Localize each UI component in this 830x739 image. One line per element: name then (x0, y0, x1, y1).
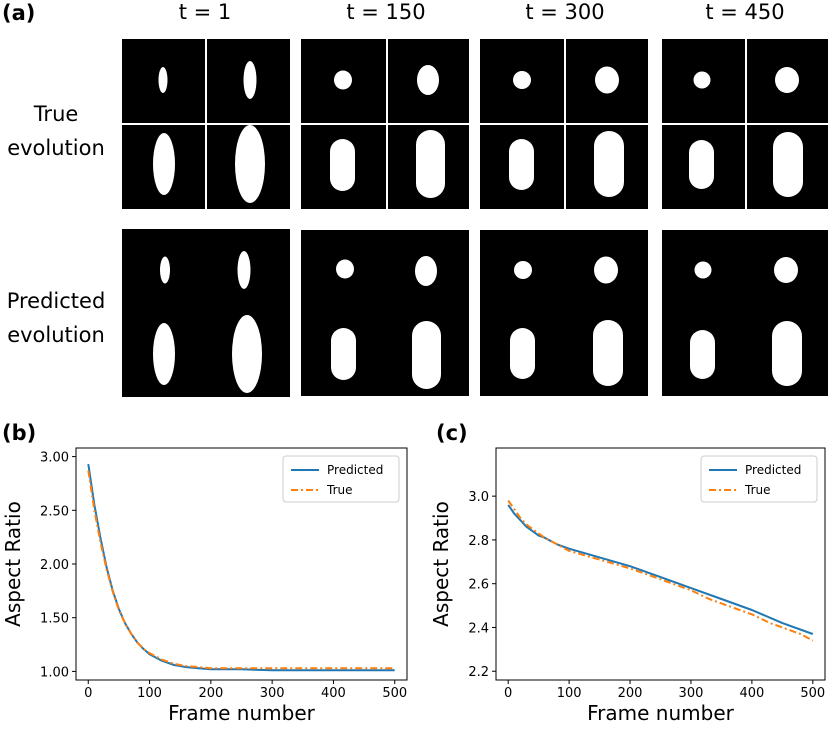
y-tick-label: 3.0 (468, 490, 489, 505)
pred-frame-t450 (662, 230, 828, 396)
panel-label-b: (b) (2, 421, 37, 445)
legend-label-true: True (744, 483, 771, 497)
legend-label-predicted: Predicted (745, 463, 801, 477)
time-label-1: t = 1 (178, 0, 232, 24)
y-tick-label: 1.00 (40, 665, 69, 680)
x-tick-label: 500 (800, 686, 825, 701)
time-label-150: t = 150 (346, 0, 426, 24)
y-tick-label: 3.00 (40, 451, 69, 466)
y-tick-label: 2.4 (468, 621, 489, 636)
true-frame-t1 (122, 39, 290, 209)
x-tick-label: 100 (557, 686, 582, 701)
y-axis-label: Aspect Ratio (1, 501, 25, 627)
y-tick-label: 2.00 (40, 558, 69, 573)
x-tick-label: 400 (739, 686, 764, 701)
row-label-true-line1: True (33, 102, 79, 126)
series-line-true (507, 499, 814, 642)
true-frame-t300-image (509, 66, 624, 197)
x-axis-label: Frame number (168, 701, 316, 725)
pred-frame-t150 (301, 230, 469, 396)
plot-frame (495, 447, 826, 681)
x-tick-label: 500 (382, 686, 407, 701)
x-tick-label: 200 (198, 686, 223, 701)
pred-frame-t300-image (510, 256, 623, 386)
time-label-450: t = 450 (705, 0, 785, 24)
row-label-true-line2: evolution (7, 136, 105, 160)
y-tick-label: 2.6 (468, 578, 489, 593)
aspect-ratio-chart-c: 0 100 200 300 400 500 2.2 2.4 2.6 2.8 3.0 Frame num… (429, 447, 826, 725)
pred-frame-t450-image (690, 257, 802, 386)
row-label-pred-line2: evolution (7, 323, 105, 347)
x-tick-label: 0 (84, 686, 92, 701)
aspect-ratio-chart-b: 0 100 200 300 400 500 1.00 1.50 2.00 2.50 3.00 Fram… (1, 447, 408, 725)
row-label-true: True evolution (0, 97, 112, 165)
x-tick-label: 400 (321, 686, 346, 701)
true-frame-t300 (480, 39, 648, 209)
true-frame-t450-image (689, 67, 803, 197)
true-frame-t150-image (330, 65, 445, 198)
true-frame-t450 (662, 39, 828, 209)
panel-label-c: (c) (436, 421, 468, 445)
row-label-predicted: Predicted evolution (0, 284, 112, 352)
y-tick-label: 2.50 (40, 504, 69, 519)
time-label-300: t = 300 (525, 0, 605, 24)
y-tick-label: 2.8 (468, 534, 489, 549)
y-axis-label: Aspect Ratio (429, 501, 453, 627)
legend-label-true: True (326, 483, 353, 497)
x-axis-label: Frame number (587, 701, 735, 725)
pred-frame-t150-image (331, 256, 441, 389)
y-tick-label: 2.2 (468, 665, 489, 680)
x-tick-label: 200 (618, 686, 643, 701)
panel-label-a: (a) (2, 1, 36, 25)
legend-label-predicted: Predicted (327, 463, 383, 477)
y-tick-label: 1.50 (40, 612, 69, 627)
row-label-pred-line1: Predicted (6, 289, 106, 313)
pred-frame-t1-image (153, 251, 262, 393)
x-tick-label: 300 (260, 686, 285, 701)
x-tick-label: 100 (137, 686, 162, 701)
pred-frame-t1 (122, 229, 290, 397)
x-tick-label: 300 (679, 686, 704, 701)
pred-frame-t300 (480, 230, 648, 396)
x-tick-label: 0 (504, 686, 512, 701)
true-frame-t1-image (153, 61, 265, 203)
true-frame-t150 (301, 39, 469, 209)
series-line-predicted (507, 504, 814, 635)
